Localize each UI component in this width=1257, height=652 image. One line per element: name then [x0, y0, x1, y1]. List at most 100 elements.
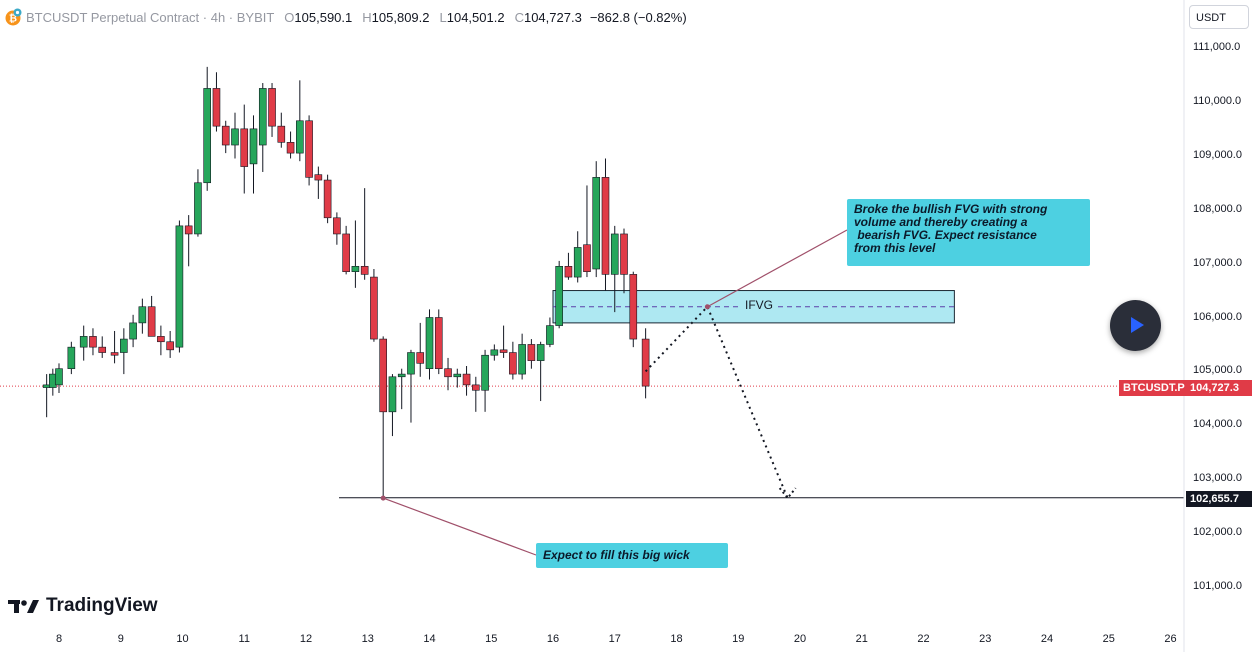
candle-body [138, 306, 147, 324]
candle [314, 166, 323, 199]
candle-body [129, 322, 137, 340]
open-key: O [284, 9, 295, 25]
candle [175, 220, 184, 353]
candle-body [629, 274, 638, 340]
candle-body [379, 338, 387, 413]
date-axis-label: 10 [176, 633, 189, 645]
candle-body [536, 344, 545, 361]
candle [305, 115, 313, 186]
date-axis-label: 15 [485, 633, 498, 645]
date-axis-label: 26 [1164, 633, 1177, 645]
candle [629, 271, 638, 348]
price-axis-label: 102,000.0 [1193, 526, 1242, 539]
tradingview-logo[interactable]: TradingView [8, 595, 158, 617]
svg-text:₿: ₿ [9, 13, 17, 25]
candle [249, 115, 258, 194]
date-axis-label: 14 [423, 633, 436, 645]
candle-body [98, 346, 107, 353]
callout-top-line: Broke the bullish FVG with strong [854, 202, 1048, 216]
currency-button[interactable]: USDT [1189, 5, 1249, 29]
bitcoin-icon: ₿ [4, 8, 22, 26]
candle [212, 72, 221, 132]
candle-body [416, 352, 425, 364]
candle [268, 83, 276, 137]
candle [231, 112, 239, 159]
callout-bottom[interactable]: Expect to fill this big wick [536, 543, 728, 568]
candle [462, 366, 471, 396]
candle [620, 228, 628, 294]
candle-body [258, 88, 267, 146]
candle-body [583, 244, 591, 272]
date-axis-label: 20 [793, 633, 807, 645]
symbol-title[interactable]: BTCUSDT Perpetual Contract · 4h · BYBIT [26, 9, 275, 25]
fvg-zone [552, 290, 955, 324]
candle [388, 374, 397, 437]
date-axis-label: 8 [55, 633, 63, 645]
candle-body [434, 317, 443, 370]
candle [370, 268, 378, 342]
candle-body [527, 344, 536, 361]
price-axis-label: 103,000.0 [1193, 472, 1242, 485]
candle [258, 83, 267, 172]
candle-body [67, 346, 76, 370]
callout-top-line: bearish FVG. Expect resistance [854, 228, 1037, 242]
candle [67, 341, 76, 375]
candle-body [296, 120, 304, 154]
candle [527, 339, 536, 369]
chart-levels [0, 385, 1184, 499]
date-axis-label: 23 [979, 633, 992, 645]
candle [546, 317, 554, 348]
candle [79, 325, 88, 361]
candle-body [620, 233, 628, 275]
candle-body [601, 177, 610, 275]
candle [416, 322, 425, 377]
candle-body [481, 354, 489, 391]
price-axis-label: 111,000.0 [1193, 41, 1241, 53]
chart-annotations-overlay [380, 229, 848, 556]
candle-body [342, 233, 350, 272]
candle-body [360, 265, 369, 275]
candle-body [425, 317, 434, 370]
callout-top[interactable]: Broke the bullish FVG with strong volume… [847, 199, 1090, 266]
anchor-dot [704, 304, 710, 310]
candle [555, 260, 563, 329]
low-key: L [439, 9, 447, 25]
date-axis-label: 24 [1040, 633, 1054, 645]
candle [342, 225, 350, 275]
candle [518, 333, 526, 380]
date-axis-label: 17 [608, 633, 621, 645]
candle-series [42, 66, 650, 499]
fvg-label[interactable]: IFVG [742, 298, 777, 312]
play-icon [1131, 317, 1144, 333]
low-value: 104,501.2 [446, 9, 505, 25]
candle-body [453, 373, 462, 378]
candle [490, 344, 499, 361]
candle [166, 330, 174, 358]
candle-body [564, 265, 573, 278]
candle [194, 169, 202, 237]
date-axis-label: 16 [546, 633, 560, 645]
anchor-dot [380, 495, 386, 501]
candle-body [110, 352, 119, 356]
candle-body [323, 179, 332, 219]
candle-body [370, 276, 378, 340]
candle [536, 341, 545, 402]
candle [425, 309, 434, 380]
close-key: C [514, 9, 524, 25]
close-value: 104,727.3 [523, 9, 582, 25]
price-axis-label: 107,000.0 [1193, 256, 1242, 269]
change-value: −862.8 (−0.82%) [589, 9, 687, 25]
candle [147, 295, 156, 337]
candle [129, 314, 137, 348]
candle-body [518, 344, 526, 375]
date-axis-label: 22 [917, 633, 930, 645]
price-axis-label: 109,000.0 [1193, 148, 1242, 161]
play-button[interactable] [1110, 300, 1161, 351]
candle [157, 325, 165, 356]
candle [499, 325, 508, 358]
last-price-tag: 104,727.3 [1186, 380, 1252, 396]
candle [610, 225, 619, 313]
candle-body [305, 120, 313, 178]
candle-body [555, 265, 563, 326]
